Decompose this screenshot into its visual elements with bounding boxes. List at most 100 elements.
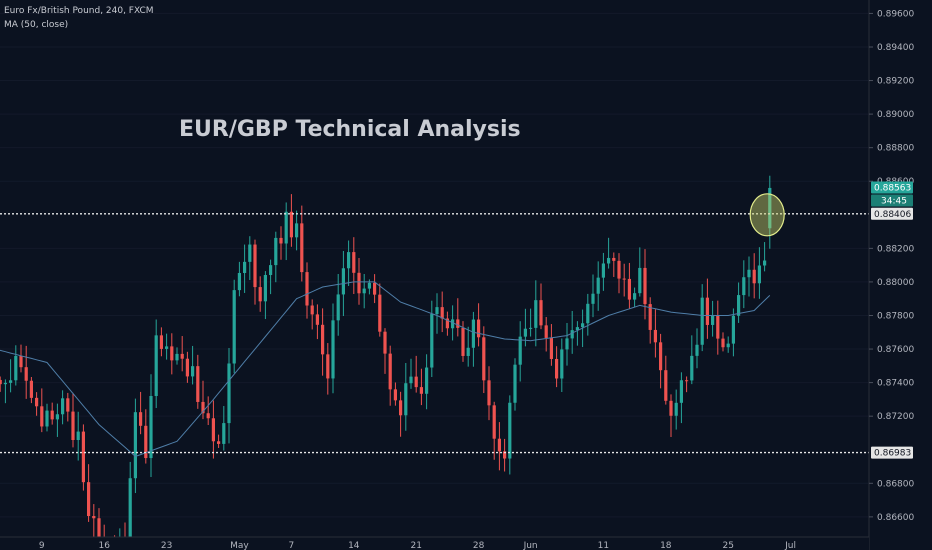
candle-body <box>451 319 455 329</box>
y-tick-label: 0.89400 <box>877 43 914 53</box>
highlight-ellipse[interactable] <box>749 193 785 237</box>
candle-body <box>92 516 96 519</box>
candle-body <box>456 319 460 328</box>
x-tick-label: 21 <box>410 541 421 550</box>
candle-body <box>742 277 746 296</box>
candle-body <box>144 425 148 459</box>
candle-body <box>674 402 678 416</box>
candle-body <box>352 252 356 273</box>
time-axis-panel[interactable] <box>0 537 869 550</box>
y-tick-label: 0.88800 <box>877 144 914 154</box>
candle-body <box>685 380 689 382</box>
candle-body <box>393 389 397 401</box>
candle-body <box>399 400 403 416</box>
candle-body <box>71 411 75 440</box>
candle-body <box>705 297 709 325</box>
countdown-tag-bg <box>871 194 913 207</box>
x-tick-label: Jun <box>523 541 538 550</box>
candle-body <box>700 297 704 345</box>
candle-body <box>367 282 371 289</box>
moving-average-layer <box>0 281 771 457</box>
candle-body <box>529 327 533 329</box>
candle-body <box>643 267 647 305</box>
legend-moving-average[interactable]: MA (50, close) <box>4 20 68 30</box>
candle-body <box>523 328 527 337</box>
support-tag-bg <box>871 446 913 459</box>
candle-body <box>175 353 179 361</box>
candle-body <box>482 337 486 381</box>
candle-body <box>669 400 673 416</box>
candle-body <box>237 272 241 291</box>
candle-body <box>61 398 65 415</box>
resistance-tag-bg <box>871 207 913 220</box>
candle-body <box>747 269 751 278</box>
candle-body <box>653 329 657 343</box>
candle-body <box>9 380 13 383</box>
candle-body <box>581 323 585 328</box>
candle-body <box>508 402 512 459</box>
candle-body <box>289 211 293 238</box>
y-tick-label: 0.89200 <box>877 77 914 87</box>
candle-body <box>284 211 288 244</box>
candle-body <box>40 406 44 427</box>
candle-body <box>211 418 215 442</box>
candle-body <box>341 268 345 295</box>
candle-body <box>752 269 756 284</box>
legend-symbol[interactable]: Euro Fx/British Pound, 240, FXCM <box>4 6 154 16</box>
candle-body <box>607 257 611 264</box>
candle-body <box>518 336 522 365</box>
candle-body <box>300 223 304 273</box>
candle-body <box>253 244 257 288</box>
candle-body <box>534 300 538 328</box>
candle-body <box>180 353 184 359</box>
candle-body <box>633 293 637 300</box>
candle-body <box>638 267 642 294</box>
resistance-tag-label: 0.88406 <box>874 210 911 220</box>
candle-body <box>326 354 330 379</box>
candle-body <box>763 260 767 266</box>
y-tick-label: 0.86800 <box>877 479 914 489</box>
candle-body <box>757 265 761 284</box>
candle-body <box>768 187 772 229</box>
candle-body <box>414 376 418 388</box>
x-tick-label: 7 <box>289 541 295 550</box>
support-tag-label: 0.86983 <box>874 449 911 459</box>
candle-body <box>601 263 605 278</box>
level-lines-layer <box>0 213 869 454</box>
candle-body <box>310 305 314 315</box>
candle-body <box>612 257 616 261</box>
countdown-tag-label: 34:45 <box>881 196 907 206</box>
candle-body <box>3 382 7 385</box>
marker-layer <box>749 193 785 237</box>
candle-body <box>263 274 267 302</box>
candle-body <box>222 423 226 444</box>
candle-body <box>206 413 210 419</box>
candle-body <box>445 318 449 329</box>
y-tick-label: 0.87200 <box>877 412 914 422</box>
candle-body <box>191 366 195 377</box>
candle-body <box>66 398 70 412</box>
candle-body <box>409 376 413 384</box>
candle-body <box>97 518 101 546</box>
candle-body <box>383 331 387 354</box>
candle-body <box>227 363 231 424</box>
x-tick-label: 11 <box>598 541 609 550</box>
legend: Euro Fx/British Pound, 240, FXCM MA (50,… <box>4 6 154 30</box>
candle-body <box>45 410 49 427</box>
candle-body <box>419 387 423 394</box>
candle-body <box>690 355 694 381</box>
candle-body <box>14 355 18 381</box>
candle-body <box>513 364 517 403</box>
x-tick-label: 23 <box>161 541 172 550</box>
candle-body <box>55 414 59 420</box>
candle-body <box>295 223 299 238</box>
candle-body <box>248 244 252 262</box>
candle-body <box>269 265 273 275</box>
candle-body <box>617 260 621 279</box>
candle-body <box>149 396 153 459</box>
candle-body <box>331 320 335 379</box>
candle-body <box>560 349 564 379</box>
candle-body <box>196 366 200 402</box>
candle-body <box>373 282 377 295</box>
